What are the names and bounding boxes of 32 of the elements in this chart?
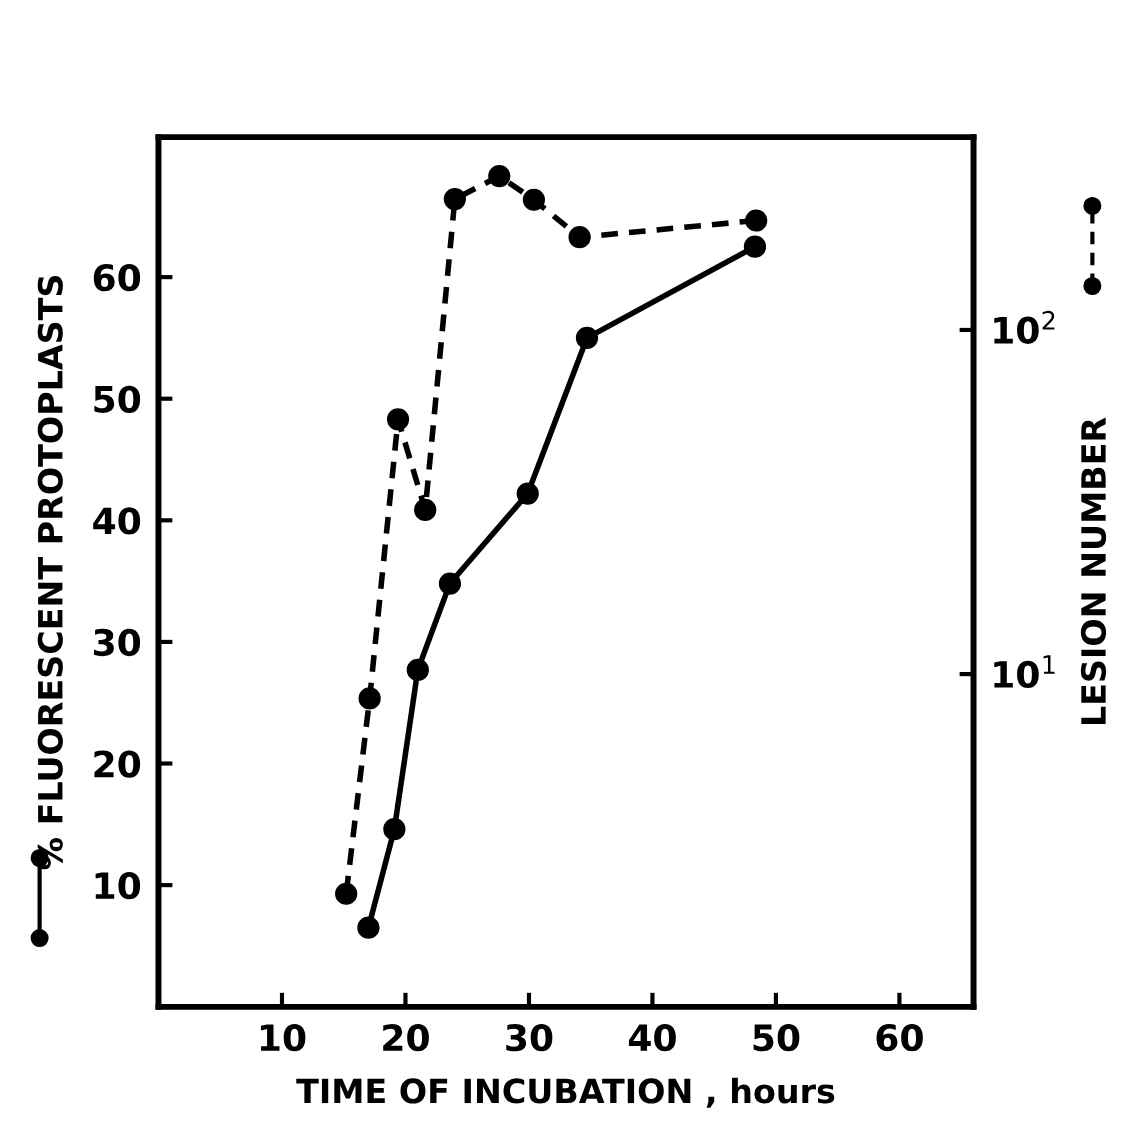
point: [357, 916, 380, 939]
y-tick-label: 30: [93, 628, 141, 657]
y-tick-label: 60: [93, 264, 141, 292]
point: [414, 498, 437, 522]
point: [743, 235, 767, 258]
x-tick-label: 40: [628, 1024, 676, 1052]
x-tick-label: 30: [506, 1024, 553, 1052]
point: [568, 226, 591, 249]
point: [443, 188, 466, 211]
x-tick-label: 60: [876, 1024, 923, 1052]
point: [522, 188, 546, 211]
point: [335, 882, 358, 905]
x-tick-label: 50: [753, 1024, 800, 1052]
y-tick-label: 10: [95, 872, 141, 900]
point: [516, 482, 539, 505]
x-tick-label: 20: [383, 1024, 429, 1052]
y-tick-label: 40: [93, 507, 141, 535]
y-tick-label: 50: [94, 385, 141, 413]
y-tick-label: 20: [94, 750, 141, 778]
y2-tick-label: 10$^{2}$: [994, 310, 1055, 344]
point: [745, 209, 768, 232]
y2-axis-title: LESION NUMBER: [1080, 417, 1107, 725]
point: [386, 408, 410, 431]
point: [358, 687, 381, 710]
point: [406, 658, 429, 681]
x-tick-label: 10: [260, 1024, 306, 1052]
point: [488, 164, 511, 188]
point: [575, 326, 599, 350]
point: [438, 572, 462, 595]
point: [383, 818, 406, 841]
y2-tick-label: 10$^{1}$: [994, 655, 1055, 689]
x-axis-title: TIME OF INCUBATION , hours: [296, 1077, 835, 1108]
